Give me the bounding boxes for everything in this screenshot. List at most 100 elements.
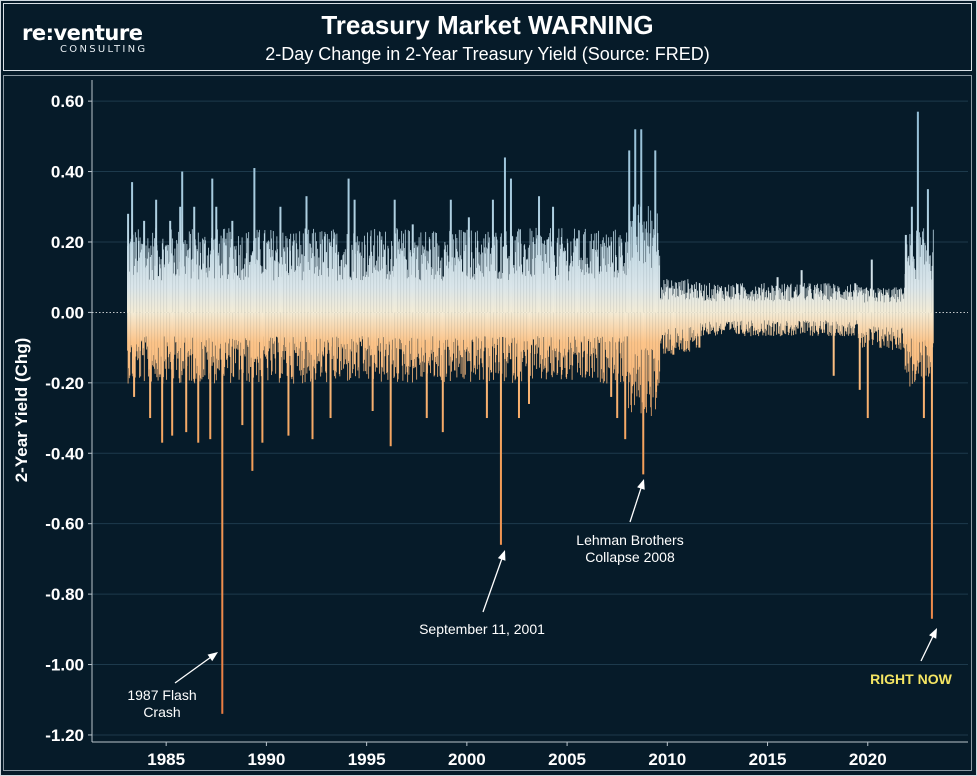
bar (455, 234, 457, 313)
bar (904, 287, 905, 313)
bar (903, 312, 905, 344)
bar (230, 239, 232, 313)
bar (767, 312, 769, 325)
bar (529, 245, 530, 313)
bar (235, 312, 237, 340)
bar (706, 312, 707, 332)
bar (902, 293, 904, 313)
bar (190, 312, 191, 350)
bar (602, 312, 604, 384)
bar (903, 298, 905, 313)
bar (532, 312, 533, 379)
bar (823, 283, 825, 313)
bar (697, 290, 698, 313)
bar (524, 312, 526, 356)
bar (883, 312, 885, 346)
bar (613, 312, 615, 370)
bar (329, 312, 332, 419)
bar (786, 287, 788, 313)
bar (909, 234, 911, 313)
bar (651, 312, 653, 350)
bar (420, 312, 422, 377)
bar (425, 231, 427, 313)
bar (709, 312, 710, 322)
bar (670, 312, 672, 354)
bar (186, 243, 188, 313)
bar (901, 312, 903, 328)
bar (565, 250, 566, 313)
bar (314, 232, 316, 313)
bar (743, 298, 745, 313)
bar (185, 273, 187, 313)
bar (560, 248, 562, 313)
bar (634, 312, 635, 406)
bar (436, 243, 438, 313)
bar (906, 244, 908, 313)
bar (869, 295, 871, 313)
bar (245, 276, 247, 313)
bar (863, 312, 865, 347)
bar (748, 312, 750, 333)
bar (788, 301, 790, 313)
bar (752, 290, 754, 313)
bar (799, 284, 801, 313)
bar (773, 312, 775, 336)
bar (590, 233, 592, 313)
bar (652, 312, 653, 351)
bar (803, 312, 805, 323)
bar (825, 295, 827, 313)
bar (608, 312, 610, 368)
bar (491, 247, 493, 313)
bar (256, 229, 258, 313)
bar (339, 266, 341, 313)
bar (593, 312, 595, 354)
bar (478, 312, 480, 365)
bar (250, 254, 252, 313)
x-tick-label: 2020 (849, 750, 887, 769)
bar (449, 199, 452, 313)
bar (715, 312, 716, 336)
bar (271, 256, 273, 313)
bar (282, 232, 284, 313)
bar (289, 312, 290, 343)
bar (899, 312, 901, 343)
bar (388, 312, 390, 342)
bar (881, 312, 883, 337)
bar (286, 271, 287, 313)
bar (913, 312, 914, 364)
bar (689, 312, 691, 352)
bar (456, 312, 458, 378)
bar (807, 312, 809, 322)
bar (650, 312, 652, 408)
bar (475, 247, 477, 313)
bar (501, 278, 503, 313)
bar (653, 234, 655, 313)
bar (423, 246, 425, 313)
bar (629, 312, 631, 375)
bar (461, 312, 463, 358)
bar (783, 312, 785, 332)
bar (329, 245, 331, 313)
bar (379, 231, 380, 313)
bar (147, 312, 149, 359)
bar (281, 312, 283, 358)
bar (146, 312, 148, 350)
bar (263, 312, 265, 347)
bar (464, 232, 466, 313)
bar (308, 312, 310, 371)
bar (296, 265, 298, 313)
bar (231, 312, 233, 347)
bar (800, 312, 802, 334)
bar (647, 206, 649, 313)
bar (515, 236, 517, 313)
bar (491, 199, 494, 313)
bar (533, 274, 535, 313)
bar (365, 312, 367, 351)
bar (840, 312, 842, 336)
bar (220, 235, 222, 313)
bar (802, 312, 803, 333)
bar (896, 312, 898, 338)
bar (839, 291, 841, 313)
bar (152, 279, 154, 313)
bar (718, 312, 719, 332)
